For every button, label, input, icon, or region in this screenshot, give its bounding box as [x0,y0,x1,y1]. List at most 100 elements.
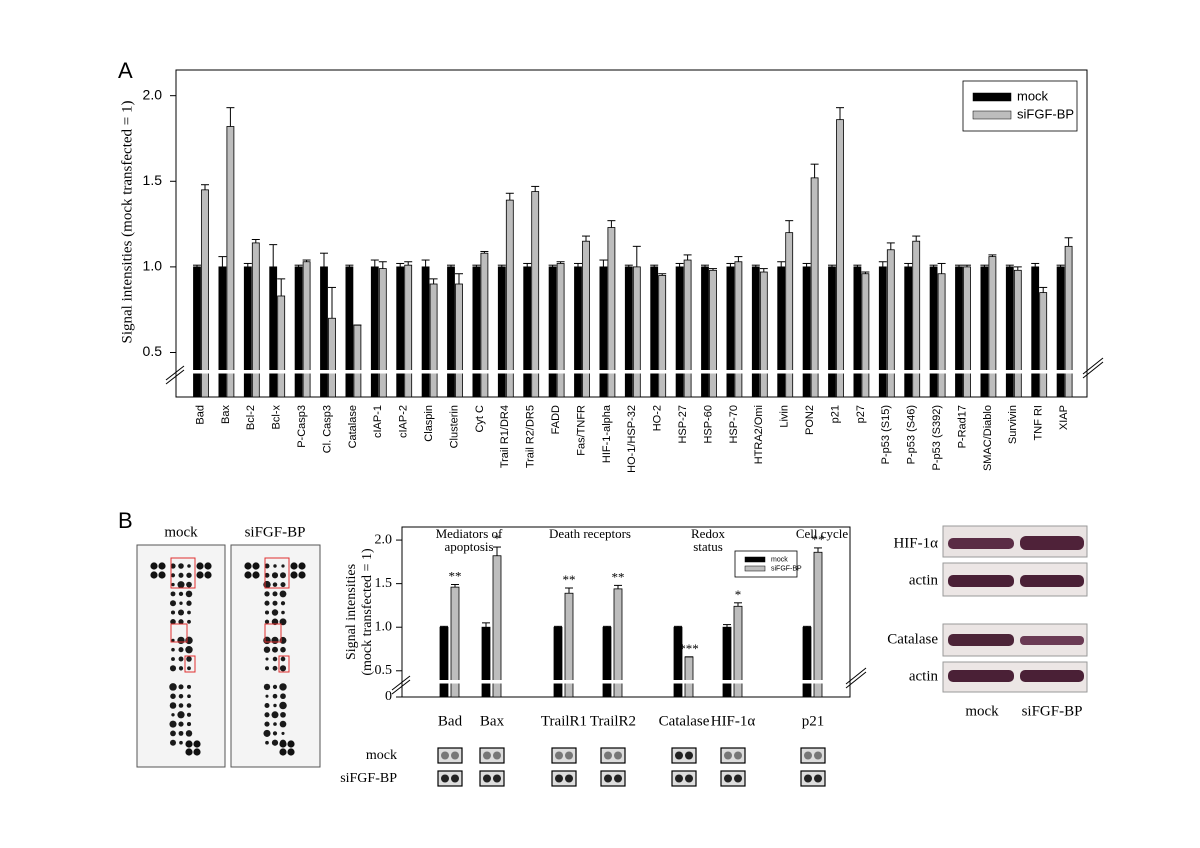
break-mark [165,365,185,381]
blot-dot [177,609,185,616]
blot-dot [290,562,298,570]
blot-dot [196,562,204,570]
bar [658,275,667,398]
blot-dot [177,711,185,719]
break-mark [1082,361,1104,379]
x-tick-label: FADD [550,405,562,434]
error-bar [726,262,735,267]
blot-dot [252,562,260,570]
blot-dot [272,591,278,597]
blot-dot [271,609,279,616]
x-tick-label: SMAC/Diablo [982,405,994,471]
error-bar [929,264,938,267]
blot-dot [196,571,204,579]
bar [912,240,921,398]
x-tick-label: Catalase [347,405,359,448]
blot-dot [178,730,184,736]
bar [505,199,514,398]
blot-label: actin [909,668,939,684]
blot-dot [171,638,175,643]
x-tick-label: TrailR1 [541,713,587,729]
blot-dot [264,591,270,597]
error-bar [599,259,608,267]
error-bar [814,547,822,553]
blot-dot [272,600,278,606]
bar [370,266,379,398]
bar [353,324,362,398]
blot-dot [178,703,184,708]
blot-dot [263,729,271,737]
blot-dot [272,646,278,653]
error-bar [455,273,463,285]
bar [828,266,836,398]
error-bar [556,261,565,264]
error-bar [554,625,562,628]
blot-label: Catalase [887,631,938,647]
error-bar [861,271,870,274]
blot-dot [179,601,183,605]
error-bar [632,245,641,267]
y-tick-label: 1.5 [143,172,163,188]
x-tick-label: HSP-27 [677,405,689,444]
dot-blot-frame [230,544,321,768]
mini-blot-dot [483,774,491,783]
x-tick-label: Fas/TNFR [575,405,587,456]
blot-dot [185,590,193,598]
significance-label: ** [612,569,625,584]
error-bar [658,273,667,276]
y-tick-label: 0.5 [375,663,393,678]
bar [861,273,870,398]
mini-blot-dot [565,774,573,783]
bar [218,266,227,398]
blot-dot [187,694,191,699]
bar [378,268,387,398]
bar [277,295,286,398]
blot-dot [280,656,286,662]
error-bar [548,264,557,267]
blot-dot [280,646,286,653]
blot-dot [177,581,185,589]
x-tick-label: Trail R2/DR5 [525,405,537,468]
error-bar [421,259,430,267]
blot-dot [171,647,175,652]
legend-label: mock [1017,88,1049,103]
bar [447,266,455,398]
error-bar [937,262,946,274]
significance-label: *** [679,641,699,656]
bar [472,266,481,398]
blot-dot [150,571,158,579]
blot-dot [279,590,287,598]
x-tick-label: P-Rad17 [956,405,968,448]
mini-blot-dot [675,751,683,760]
blot-dot [279,720,287,728]
x-tick-label: Bad [438,713,463,729]
error-bar [802,262,811,267]
x-tick-label: HO-2 [652,405,664,431]
x-tick-label: Cl. Casp3 [321,405,333,453]
bar [328,317,336,398]
blot-dot [178,591,184,597]
bar [813,551,823,698]
blot-dot [204,562,212,570]
bar [1039,292,1048,398]
mini-blot-dot [734,751,742,760]
bar [497,266,506,398]
blot-dot [186,656,192,662]
bar [701,266,709,398]
panel-label: B [118,508,133,533]
blot-band [1020,636,1084,645]
bar [878,266,887,398]
bar [455,283,463,398]
error-bar [988,254,997,257]
bar [1031,266,1040,398]
mini-blot-dot [685,774,693,783]
blot-dot [264,702,270,709]
error-bar [378,261,387,269]
error-bar [493,546,501,556]
blot-dot [263,646,271,653]
x-tick-label: XIAP [1058,405,1070,430]
x-tick-label: p21 [829,405,841,423]
highlight-box [278,655,290,673]
mini-blot-dot [441,751,449,760]
x-tick-label: Bad [194,405,206,425]
